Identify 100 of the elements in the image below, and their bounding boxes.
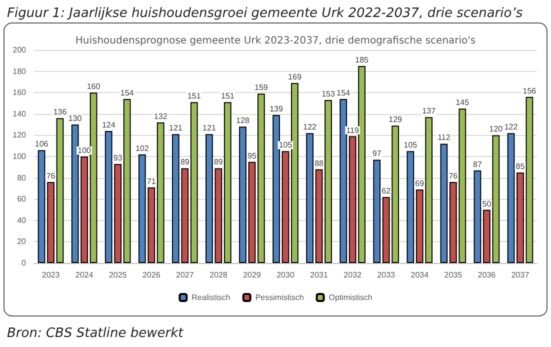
data-label: 76 [46,172,56,181]
data-label: 129 [388,115,403,124]
bar [340,98,348,263]
data-label: 136 [53,108,68,117]
data-label: 112 [438,133,451,142]
data-label: 121 [202,124,216,133]
bar [224,102,232,263]
x-tick-label: 2037 [511,270,530,280]
data-label: 132 [154,112,168,121]
data-label: 160 [86,82,101,92]
y-tick-label: 80 [17,173,27,182]
x-tick-label: 2034 [410,270,430,280]
x-tick-label: 2032 [344,270,362,280]
bar [282,151,290,263]
x-tick-label: 2033 [377,270,396,280]
chart-title: Figuur 1: Jaarlijkse huishoudensgroei gemeente Urk 2022-2037, drie scenario’s [7,6,523,21]
x-tick-label: 2025 [108,270,128,280]
data-label: 95 [248,151,257,160]
bar [258,94,265,263]
data-label: 159 [254,83,268,92]
data-label: 154 [120,88,134,98]
y-tick-label: 0 [22,258,27,268]
chart-subtitle: Huishoudensprognose gemeente Urk 2023-2037, drie demografische scenario's [75,36,476,46]
bar [291,83,298,263]
y-tick-label: 40 [17,216,27,225]
data-label: 151 [220,92,235,101]
data-label: 89 [180,158,190,167]
data-label: 85 [516,162,526,171]
data-label: 88 [314,158,324,168]
bar [440,144,448,263]
data-label: 119 [346,126,360,135]
bar [156,122,164,263]
x-tick-label: 2030 [276,270,295,280]
bar [474,170,482,263]
bar [373,160,381,263]
y-tick-label: 20 [17,237,27,246]
bar [526,96,534,263]
data-label: 105 [404,140,418,150]
legend-label: Optimistisch [328,293,372,302]
x-tick-label: 2031 [310,270,328,280]
bar [123,98,131,263]
bar [56,118,64,263]
bar [516,172,524,263]
bar [315,169,323,263]
data-label: 145 [456,98,470,108]
data-label: 128 [236,116,250,126]
data-label: 50 [482,199,492,208]
x-tick-label: 2026 [142,270,161,280]
data-label: 100 [78,146,92,155]
data-label: 121 [169,124,183,133]
x-tick-label: 2029 [243,270,262,280]
data-label: 102 [135,144,150,153]
bar [190,102,198,263]
y-tick-label: 120 [12,130,27,140]
data-label: 69 [415,179,425,188]
data-label: 106 [34,140,49,149]
data-label: 89 [214,158,224,167]
bar [306,133,314,263]
y-tick-label: 100 [12,152,27,161]
data-label: 156 [522,86,537,96]
data-label: 151 [187,92,202,101]
bar [38,150,46,263]
data-label: 105 [278,140,293,150]
y-tick-label: 160 [12,88,27,98]
data-label: 137 [422,106,436,116]
y-tick-label: 180 [12,66,27,76]
x-tick-label: 2028 [210,270,228,280]
data-label: 97 [372,149,382,158]
data-label: 169 [288,72,302,82]
bar [239,126,246,263]
legend-label: Realistisch [192,293,230,302]
x-tick-label: 2036 [478,270,496,280]
data-label: 130 [68,114,82,124]
bar [324,100,332,263]
data-label: 154 [336,88,351,98]
data-label: 62 [382,186,392,196]
bar [47,182,54,263]
data-label: 122 [303,122,318,132]
x-tick-label: 2035 [444,270,463,280]
x-tick-label: 2023 [42,270,60,280]
x-tick-label: 2027 [176,270,194,280]
bar [272,114,280,263]
y-tick-label: 60 [17,194,27,204]
data-label: 71 [146,176,156,186]
data-label: 76 [448,172,458,181]
bar [90,92,98,263]
bar [406,151,414,263]
bar [507,133,515,263]
data-label: 122 [504,122,518,132]
legend-label: Pessimistisch [255,293,304,302]
data-label: 93 [113,153,123,162]
data-label: 139 [270,104,284,114]
text: Bron: CBS Statline bewerkt [7,326,184,341]
data-label: 87 [473,160,482,169]
data-label: 185 [355,55,370,64]
data-label: 153 [322,90,336,99]
bar [248,162,256,263]
y-tick-label: 200 [12,46,27,54]
data-label: 124 [102,120,116,130]
x-tick-label: 2024 [75,270,94,280]
